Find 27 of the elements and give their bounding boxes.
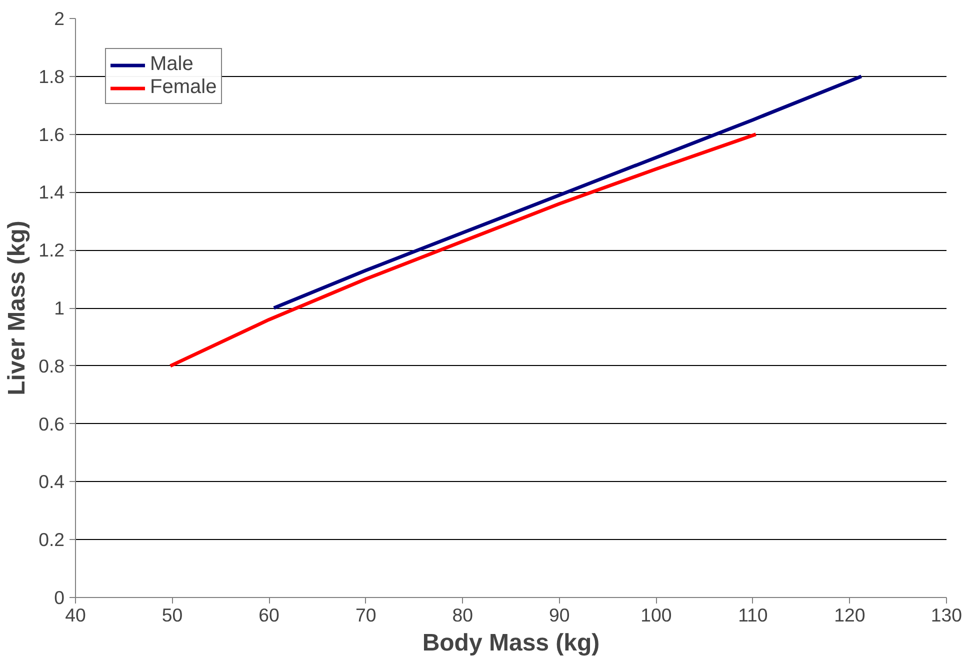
y-tick-label: 1.6 — [38, 124, 65, 145]
x-tick-label: 50 — [162, 604, 183, 626]
legend-label: Male — [150, 53, 194, 76]
line-series — [272, 74, 864, 310]
y-tick-label: 0.6 — [38, 413, 65, 434]
y-tick-label: 0 — [54, 587, 65, 608]
legend-label: Female — [150, 76, 217, 99]
x-tick-label: 110 — [738, 604, 768, 626]
y-tick-label: 0.4 — [38, 471, 65, 492]
y-tick-label: 1 — [54, 298, 65, 318]
y-tick-label: 2 — [54, 8, 65, 29]
y-axis-title: Liver Mass (kg) — [4, 220, 31, 396]
y-tick-label: 0.8 — [38, 355, 65, 376]
x-tick-label: 80 — [452, 604, 473, 626]
x-tick-label: 70 — [355, 604, 376, 626]
x-tick-label: 100 — [640, 604, 672, 626]
line-series — [168, 132, 758, 368]
x-axis-title: Body Mass (kg) — [422, 630, 600, 656]
x-tick-label: 120 — [834, 604, 866, 626]
x-tick-label: 90 — [549, 604, 570, 626]
y-tick-label: 1.2 — [38, 240, 65, 261]
x-tick-label: 40 — [65, 604, 86, 626]
y-tick-label: 1.8 — [38, 66, 65, 87]
y-tick-label: 1.4 — [38, 182, 65, 203]
x-tick-label: 60 — [258, 604, 280, 626]
x-tick-label: 130 — [930, 604, 962, 626]
y-tick-label: 0.2 — [38, 529, 65, 550]
